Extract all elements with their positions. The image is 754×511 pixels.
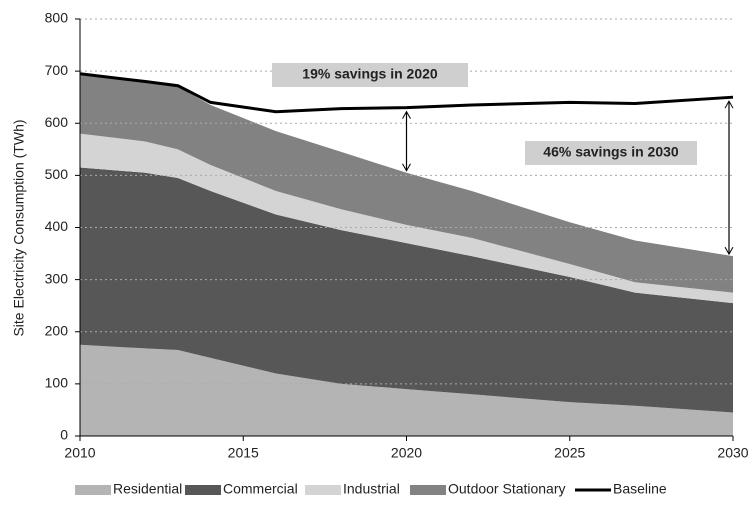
legend-label: Outdoor Stationary — [448, 481, 566, 497]
x-tick-label: 2020 — [391, 445, 422, 461]
y-tick-label: 500 — [45, 166, 69, 182]
area — [80, 344, 733, 436]
y-tick-label: 700 — [45, 62, 69, 78]
area — [80, 167, 733, 413]
legend-swatch — [305, 485, 341, 495]
y-tick-label: 0 — [60, 427, 68, 443]
line — [79, 72, 734, 114]
y-tick-label: 200 — [45, 322, 69, 338]
legend-label: Residential — [113, 481, 182, 497]
area — [80, 73, 733, 293]
y-tick-label: 100 — [45, 375, 69, 391]
arrow-head — [402, 110, 411, 119]
arrow-head — [402, 163, 411, 172]
x-tick-label: 2030 — [717, 445, 748, 461]
x-tick-label: 2010 — [64, 445, 95, 461]
x-tick-label: 2025 — [554, 445, 585, 461]
area — [80, 133, 733, 304]
annotation: 19% savings in 2020 — [302, 66, 438, 82]
legend-label: Commercial — [223, 481, 298, 497]
y-tick-label: 300 — [45, 270, 69, 286]
legend-label: Industrial — [343, 481, 400, 497]
legend-swatch — [75, 485, 111, 495]
legend-swatch — [410, 485, 446, 495]
x-tick-label: 2015 — [228, 445, 259, 461]
y-tick-label: 600 — [45, 114, 69, 130]
y-tick-label: 400 — [45, 218, 69, 234]
y-axis-label: Site Electricity Consumption (TWh) — [11, 119, 27, 336]
annotation-box — [272, 63, 468, 87]
legend-label: Baseline — [613, 481, 667, 497]
annotation: 46% savings in 2030 — [543, 144, 679, 160]
arrow-head — [724, 100, 734, 109]
annotation-box — [525, 141, 697, 165]
y-tick-label: 800 — [45, 10, 69, 26]
arrow-head — [724, 246, 734, 256]
legend-swatch — [185, 485, 221, 495]
